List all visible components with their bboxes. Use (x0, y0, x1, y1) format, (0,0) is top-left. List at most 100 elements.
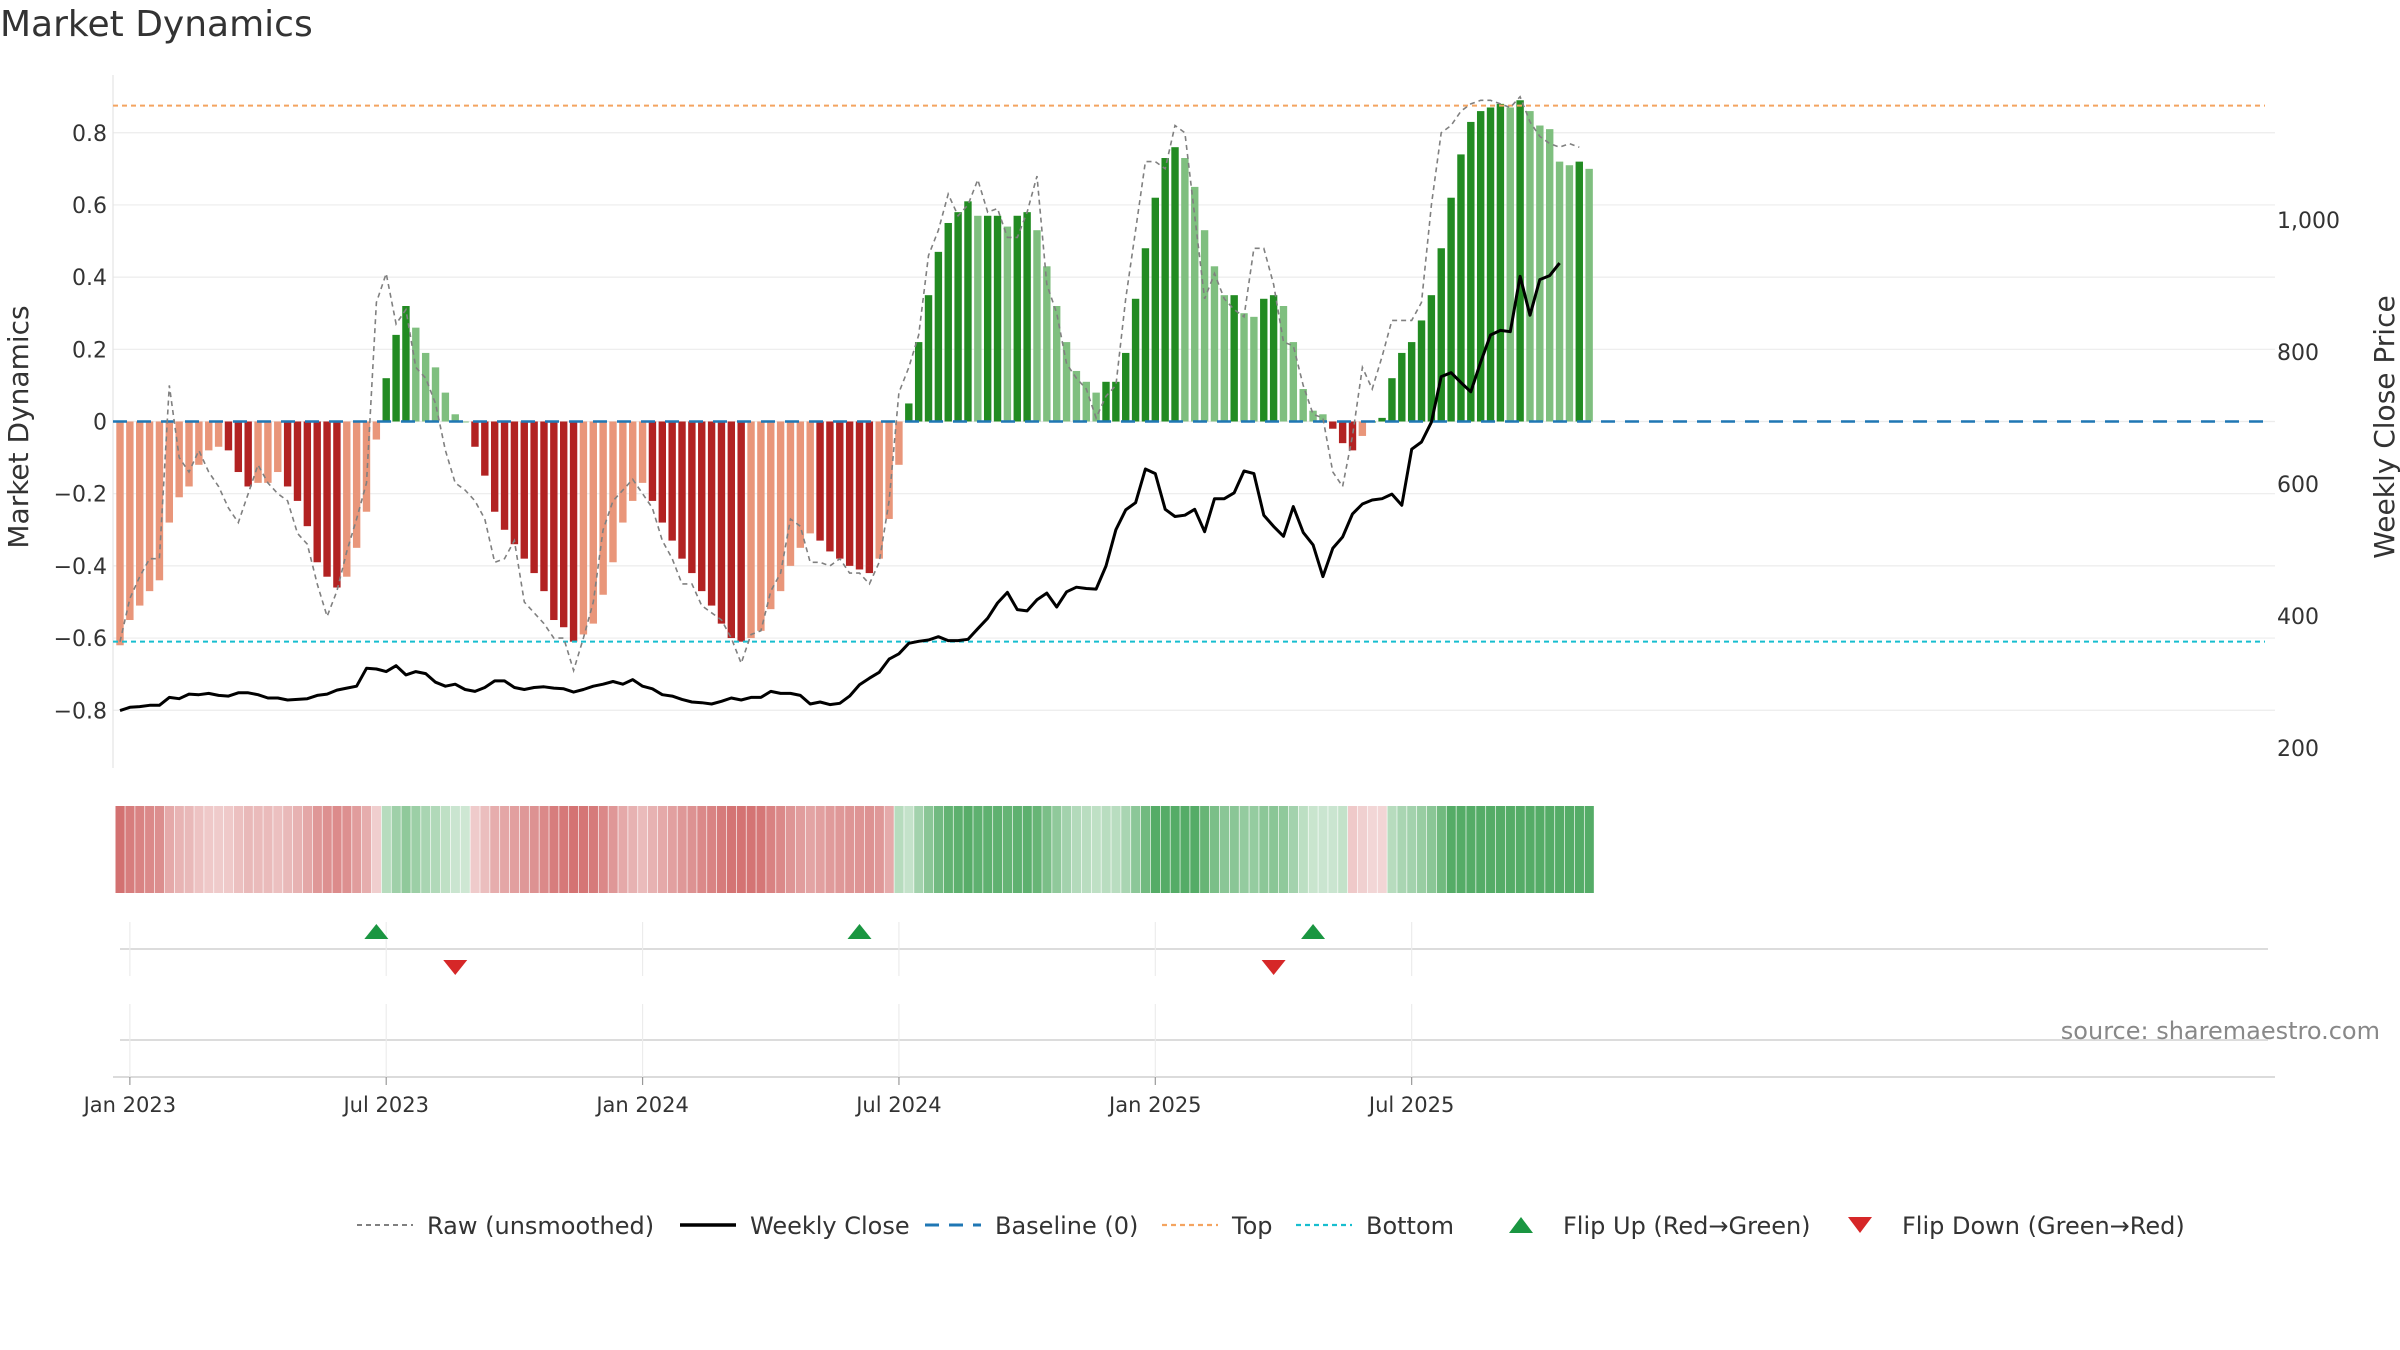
regime-cell (707, 806, 717, 893)
legend-label: Baseline (0) (995, 1212, 1138, 1240)
momentum-bar (323, 421, 331, 577)
momentum-bar (244, 421, 252, 487)
regime-cell (1170, 806, 1180, 893)
momentum-bar (165, 421, 173, 523)
regime-cell (1259, 806, 1269, 893)
regime-cell (1367, 806, 1377, 893)
momentum-bar (688, 421, 696, 574)
regime-cell (628, 806, 638, 893)
momentum-bar (500, 421, 509, 530)
regime-cell (362, 806, 372, 893)
momentum-bar (372, 421, 381, 440)
momentum-bar (895, 421, 903, 465)
momentum-bar (1102, 381, 1110, 422)
momentum-bar (1191, 186, 1199, 422)
momentum-bar (836, 421, 844, 559)
legend-swatch (1509, 1217, 1533, 1233)
regime-cell (1071, 806, 1082, 893)
regime-cell (677, 806, 687, 893)
momentum-bar (451, 414, 459, 422)
momentum-bar (1141, 248, 1150, 422)
regime-cell (283, 806, 293, 893)
momentum-bar (885, 421, 893, 519)
momentum-bar (461, 421, 469, 423)
date-tick-label: Jul 2024 (854, 1093, 941, 1117)
regime-cell (914, 806, 924, 893)
momentum-bar (510, 421, 519, 545)
momentum-bar (767, 421, 775, 610)
regime-cell (549, 806, 559, 893)
regime-cell (302, 806, 313, 893)
regime-cell (1111, 806, 1121, 893)
regime-cell (795, 806, 806, 893)
momentum-bar (648, 421, 657, 501)
regime-cell (1052, 806, 1062, 893)
regime-cell (1081, 806, 1091, 893)
regime-cell (1397, 806, 1407, 893)
momentum-bar (1082, 381, 1090, 422)
momentum-bar (392, 334, 400, 422)
momentum-bar (254, 421, 262, 483)
regime-cell (1140, 806, 1151, 893)
regime-cell (1288, 806, 1299, 893)
momentum-bar (954, 212, 962, 422)
momentum-bar (205, 421, 213, 451)
momentum-bar (333, 421, 341, 588)
regime-cell (391, 806, 401, 893)
regime-cell (1505, 806, 1515, 893)
regime-cell (1219, 806, 1230, 893)
y-tick-label-left: −0.6 (54, 627, 107, 652)
regime-cell (1348, 806, 1358, 893)
regime-cell (845, 806, 855, 893)
regime-cell (559, 806, 569, 893)
regime-cell (490, 806, 500, 893)
regime-cell (638, 806, 648, 893)
momentum-bar (1299, 389, 1307, 422)
momentum-bar (1043, 266, 1051, 422)
chart-title: Market Dynamics (0, 4, 313, 45)
close-line-layer (119, 262, 1561, 713)
regime-cell (135, 806, 145, 893)
momentum-bar (865, 421, 874, 574)
momentum-bar (1585, 168, 1593, 422)
regime-cell (253, 806, 263, 893)
regime-cell (776, 806, 786, 893)
regime-cell (973, 806, 983, 893)
regime-cell (1298, 806, 1308, 893)
momentum-bar (1407, 342, 1416, 422)
momentum-bar (974, 215, 982, 422)
momentum-bars (116, 100, 1593, 646)
momentum-bar (1062, 342, 1071, 422)
regime-cell (1278, 806, 1289, 893)
regime-cell (855, 806, 865, 893)
date-tick-label: Jul 2023 (341, 1093, 428, 1117)
regime-cell (115, 806, 125, 893)
regime-cell (500, 806, 510, 893)
momentum-bar (1289, 342, 1298, 422)
regime-cell (154, 806, 165, 893)
momentum-bar (905, 403, 913, 422)
momentum-bar (402, 306, 410, 422)
regime-cell (933, 806, 944, 893)
legend-item-raw: Raw (unsmoothed) (357, 1212, 654, 1240)
regime-cell (1209, 806, 1220, 893)
momentum-bar (1516, 100, 1524, 422)
momentum-bar (698, 421, 706, 592)
date-tick-label: Jan 2023 (82, 1093, 177, 1117)
momentum-bar (944, 222, 952, 422)
regime-cell (1417, 806, 1427, 893)
regime-cell (815, 806, 825, 893)
momentum-bar (412, 327, 420, 422)
momentum-bar (382, 378, 390, 422)
momentum-bar (214, 421, 223, 447)
y-tick-label-right: 400 (2277, 605, 2319, 630)
momentum-bar (116, 421, 124, 646)
regime-cell (1180, 806, 1190, 893)
y-tick-label-left: −0.4 (54, 555, 107, 580)
regime-cell (1377, 806, 1387, 893)
momentum-bar (1003, 226, 1012, 422)
momentum-bar (1476, 111, 1485, 422)
momentum-bar (1260, 298, 1268, 422)
regime-cell (1338, 806, 1348, 893)
regime-cell (1535, 806, 1545, 893)
